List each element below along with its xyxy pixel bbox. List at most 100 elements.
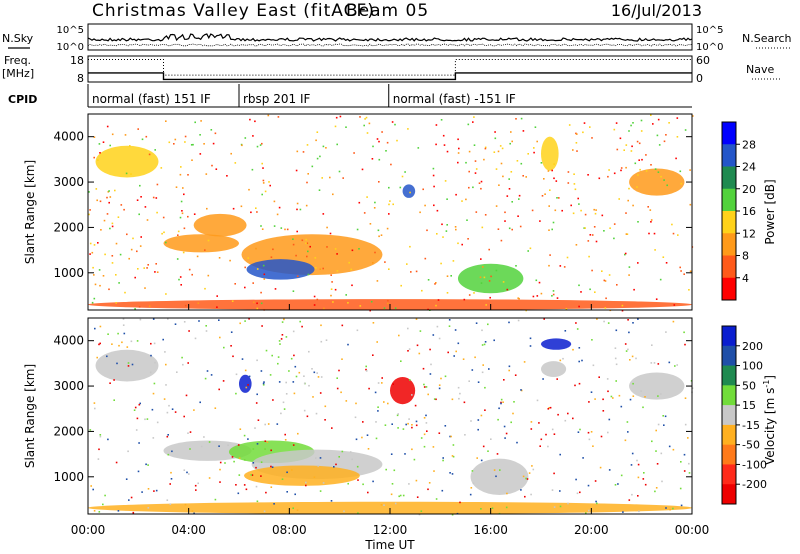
heatmap-speckle [626, 421, 629, 423]
date-label: 16/Jul/2013 [611, 1, 702, 20]
heatmap-speckle [588, 401, 590, 403]
heatmap-speckle [499, 469, 501, 471]
heatmap-speckle [604, 280, 607, 282]
heatmap-speckle [273, 200, 276, 203]
heatmap-speckle [508, 321, 510, 324]
heatmap-speckle [293, 392, 296, 395]
heatmap-speckle [587, 431, 590, 434]
heatmap-speckle [578, 284, 580, 287]
heatmap-speckle [457, 242, 459, 245]
heatmap-speckle [187, 215, 189, 218]
heatmap-speckle [461, 200, 463, 202]
heatmap-speckle [631, 493, 633, 496]
heatmap-speckle [654, 249, 656, 251]
heatmap-speckle [218, 388, 220, 391]
heatmap-speckle [516, 441, 518, 444]
heatmap-speckle [241, 358, 244, 360]
heatmap-speckle [642, 478, 645, 480]
heatmap-speckle [88, 213, 90, 216]
heatmap-speckle [564, 419, 567, 422]
heatmap-speckle [286, 228, 289, 231]
heatmap-speckle [615, 380, 617, 382]
heatmap-speckle [91, 301, 94, 304]
heatmap-speckle [283, 408, 286, 410]
heatmap-speckle [256, 302, 258, 305]
heatmap-speckle [470, 420, 472, 422]
heatmap-speckle [378, 235, 380, 238]
heatmap-speckle [502, 281, 505, 283]
heatmap-speckle [443, 144, 446, 146]
heatmap-speckle [615, 329, 618, 332]
heatmap-speckle [313, 295, 316, 298]
heatmap-speckle [399, 186, 402, 189]
heatmap-speckle [576, 492, 579, 495]
heatmap-speckle [465, 198, 467, 201]
heatmap-speckle [291, 469, 293, 471]
heatmap-speckle [656, 134, 659, 137]
heatmap-speckle [183, 227, 186, 230]
heatmap-speckle [525, 176, 527, 178]
colorbar-tick-label: 8 [742, 250, 749, 263]
heatmap-speckle [427, 488, 429, 491]
heatmap-speckle [433, 398, 436, 400]
heatmap-speckle [447, 351, 449, 354]
heatmap-speckle [292, 381, 295, 383]
heatmap-speckle [89, 209, 91, 211]
heatmap-speckle [442, 457, 444, 459]
heatmap-speckle [218, 445, 220, 447]
heatmap-speckle [480, 414, 483, 417]
heatmap-speckle [311, 165, 314, 168]
heatmap-region [244, 465, 360, 486]
heatmap-speckle [684, 397, 687, 399]
heatmap-speckle [415, 318, 418, 320]
heatmap-speckle [533, 147, 535, 149]
heatmap-speckle [355, 402, 357, 405]
noise-sky-series [87, 33, 693, 42]
heatmap-speckle [442, 459, 444, 462]
heatmap-speckle [520, 117, 523, 120]
heatmap-speckle [301, 239, 304, 242]
heatmap-speckle [493, 339, 495, 342]
heatmap-speckle [146, 219, 149, 221]
heatmap-speckle [453, 355, 455, 357]
heatmap-speckle [644, 396, 646, 398]
heatmap-speckle [111, 343, 113, 345]
heatmap-speckle [662, 256, 665, 258]
heatmap-speckle [125, 172, 128, 175]
heatmap-speckle [180, 200, 183, 203]
heatmap-speckle [372, 322, 375, 324]
heatmap-speckle [134, 406, 137, 409]
heatmap-speckle [206, 207, 208, 210]
colorbar-swatch [722, 211, 736, 234]
heatmap-speckle [296, 150, 299, 153]
heatmap-speckle [505, 506, 508, 509]
colorbar-tick-label: -200 [742, 478, 767, 491]
heatmap-speckle [218, 257, 221, 259]
heatmap-speckle [206, 370, 209, 372]
heatmap-speckle [688, 462, 690, 465]
heatmap-speckle [109, 227, 111, 230]
heatmap-speckle [640, 130, 643, 132]
heatmap-speckle [409, 379, 411, 381]
heatmap-speckle [335, 463, 337, 466]
heatmap-speckle [618, 198, 620, 200]
heatmap-speckle [126, 233, 128, 236]
heatmap-speckle [650, 362, 653, 364]
heatmap-speckle [368, 122, 371, 125]
heatmap-speckle [339, 115, 342, 118]
heatmap-speckle [500, 162, 503, 165]
heatmap-speckle [276, 423, 279, 425]
nave-label: Nave [746, 63, 774, 76]
heatmap-speckle [137, 470, 140, 473]
heatmap-speckle [303, 375, 305, 377]
heatmap-speckle [227, 444, 229, 446]
heatmap-speckle [262, 182, 265, 184]
heatmap-speckle [374, 391, 377, 394]
heatmap-speckle [628, 266, 631, 268]
heatmap-speckle [318, 189, 321, 191]
heatmap-speckle [267, 423, 270, 425]
heatmap-speckle [548, 205, 550, 207]
heatmap-speckle [435, 498, 438, 500]
heatmap-speckle [548, 264, 550, 267]
heatmap-speckle [449, 435, 451, 438]
